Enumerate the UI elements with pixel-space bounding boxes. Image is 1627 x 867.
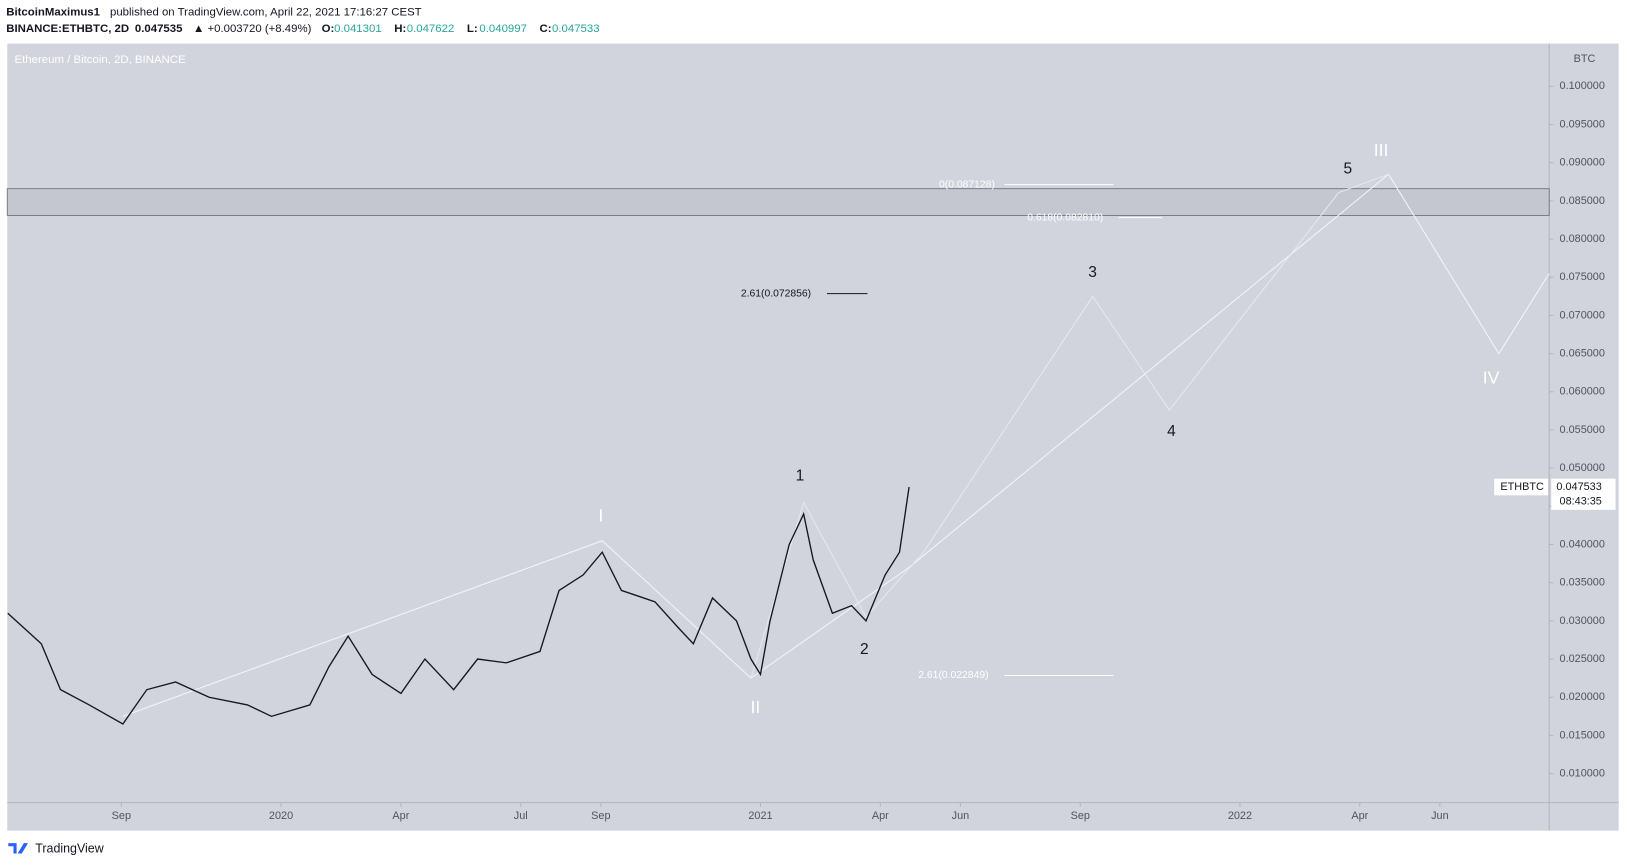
- x-tick-label: 2022: [1228, 810, 1252, 822]
- resistance-zone: [6, 188, 1550, 216]
- price-tag: 0.047533: [1556, 481, 1601, 493]
- x-tick-label: Jul: [514, 810, 528, 822]
- wave-label: II: [750, 697, 760, 717]
- symbol: BINANCE:ETHBTC, 2D: [6, 23, 129, 35]
- wave-label: 3: [1088, 264, 1097, 281]
- x-tick-label: Sep: [1071, 810, 1090, 822]
- footer-logo: TradingView: [35, 842, 104, 856]
- y-tick-label: 0.065000: [1560, 348, 1605, 360]
- logo-icon: [8, 843, 29, 854]
- ohlc-value: 0.040997: [479, 23, 527, 35]
- fib-label: 2.61(0.022849): [918, 670, 988, 681]
- change: ▲ +0.003720 (+8.49%): [193, 23, 312, 35]
- x-tick-label: Sep: [112, 810, 131, 822]
- countdown: 08:43:35: [1560, 495, 1602, 507]
- ohlc-label: H:: [394, 23, 406, 35]
- price-line: [7, 486, 910, 725]
- wave-label: 2: [860, 641, 869, 658]
- symbol-tag-bg: [1494, 478, 1549, 496]
- y-tick-label: 0.055000: [1560, 424, 1605, 436]
- symbol-tag: ETHBTC: [1500, 481, 1544, 493]
- fib-label: 2.61(0.072856): [741, 288, 811, 299]
- y-unit: BTC: [1574, 53, 1596, 65]
- ohlc-label: O:: [322, 23, 335, 35]
- wave-label: IV: [1483, 368, 1500, 388]
- y-tick-label: 0.095000: [1560, 118, 1605, 130]
- ohlc-value: 0.041301: [334, 23, 382, 35]
- last-price: 0.047535: [135, 23, 183, 35]
- x-tick-label: Apr: [1351, 810, 1368, 822]
- y-tick-label: 0.025000: [1560, 653, 1605, 665]
- ohlc-label: L:: [467, 23, 478, 35]
- wave-label: 5: [1344, 160, 1353, 177]
- y-tick-label: 0.020000: [1560, 691, 1605, 703]
- y-tick-label: 0.040000: [1560, 538, 1605, 550]
- wave-projection: [122, 173, 1550, 717]
- ohlc-label: C:: [540, 23, 552, 35]
- published: published on TradingView.com, April 22, …: [110, 6, 422, 18]
- y-tick-label: 0.060000: [1560, 386, 1605, 398]
- y-tick-label: 0.035000: [1560, 577, 1605, 589]
- wave-projection: [750, 173, 1389, 679]
- wave-label: I: [598, 506, 603, 526]
- wave-label: 4: [1167, 423, 1176, 440]
- x-tick-label: 2021: [748, 810, 772, 822]
- price-tag-bg: [1551, 478, 1616, 510]
- x-tick-label: Apr: [872, 810, 889, 822]
- y-tick-label: 0.080000: [1560, 233, 1605, 245]
- ohlc-value: 0.047622: [407, 23, 455, 35]
- x-tick-label: Jun: [952, 810, 970, 822]
- x-tick-label: Sep: [591, 810, 610, 822]
- x-tick-label: Apr: [392, 810, 409, 822]
- y-tick-label: 0.075000: [1560, 271, 1605, 283]
- chart-background: [7, 43, 1619, 831]
- fib-label: 0(0.087128): [939, 179, 995, 190]
- fib-label: 0.618(0.082810): [1027, 212, 1103, 223]
- y-tick-label: 0.070000: [1560, 309, 1605, 321]
- legend-text: Ethereum / Bitcoin, 2D, BINANCE: [15, 54, 186, 66]
- y-tick-label: 0.100000: [1560, 80, 1605, 92]
- y-tick-label: 0.010000: [1560, 767, 1605, 779]
- x-tick-label: 2020: [269, 810, 293, 822]
- y-tick-label: 0.090000: [1560, 157, 1605, 169]
- y-tick-label: 0.085000: [1560, 195, 1605, 207]
- y-tick-label: 0.050000: [1560, 462, 1605, 474]
- y-tick-label: 0.030000: [1560, 615, 1605, 627]
- y-tick-label: 0.015000: [1560, 729, 1605, 741]
- x-tick-label: Jun: [1431, 810, 1449, 822]
- wave-label: III: [1374, 140, 1389, 160]
- ohlc-value: 0.047533: [552, 23, 600, 35]
- author: BitcoinMaximus1: [6, 6, 100, 18]
- wave-label: 1: [796, 468, 805, 485]
